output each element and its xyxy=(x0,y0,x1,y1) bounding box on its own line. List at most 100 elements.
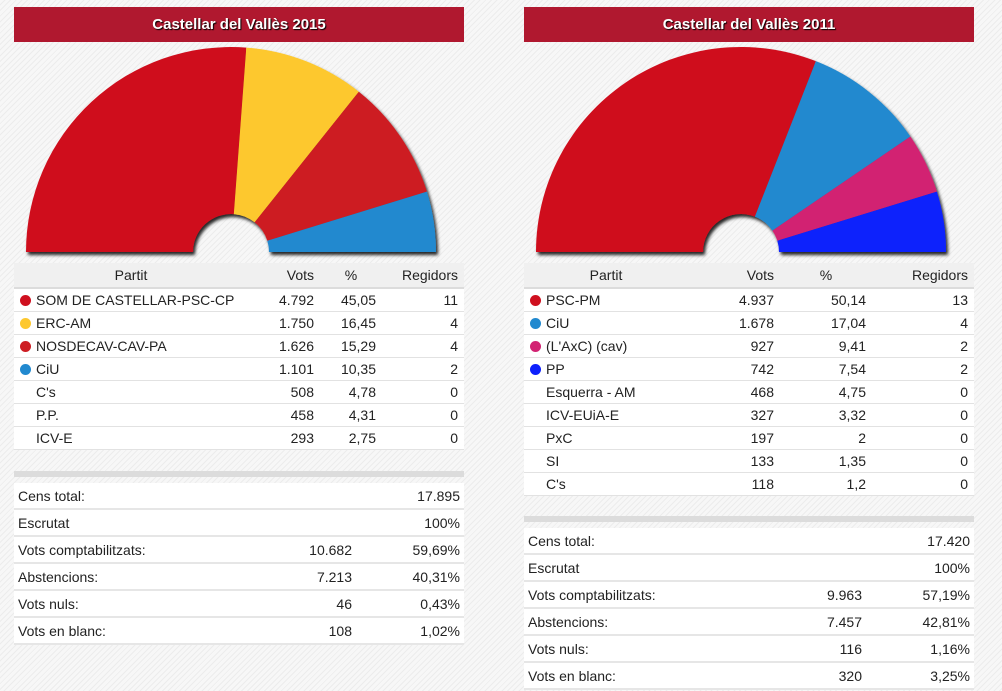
party-name: PP xyxy=(546,361,565,377)
panel-title: Castellar del Vallès 2011 xyxy=(524,7,974,42)
party-name-cell: SOM DE CASTELLAR-PSC-CP xyxy=(14,288,248,312)
summary-pct: 17.895 xyxy=(356,483,464,510)
party-votes: 133 xyxy=(688,449,780,473)
party-pct: 10,35 xyxy=(320,357,382,381)
panel-2015: Castellar del Vallès 2015 Partit Vots % … xyxy=(14,7,464,645)
summary-pct: 57,19% xyxy=(866,581,974,609)
party-pct: 4,75 xyxy=(780,380,872,404)
party-name: (L'AxC) (cav) xyxy=(546,338,628,354)
hemicycle-slices xyxy=(536,47,946,253)
party-row: C's 118 1,2 0 xyxy=(524,472,974,496)
seats-hemicycle xyxy=(26,47,436,253)
party-seats: 0 xyxy=(872,426,974,450)
summary-label: Escrutat xyxy=(524,554,748,582)
panel-2011: Castellar del Vallès 2011 Partit Vots % … xyxy=(524,7,974,690)
party-seats: 2 xyxy=(382,357,464,381)
summary-row: Abstencions: 7.213 40,31% xyxy=(14,563,464,591)
party-votes: 4.937 xyxy=(688,288,780,312)
party-row: CiU 1.678 17,04 4 xyxy=(524,311,974,335)
col-header-seats: Regidors xyxy=(872,263,974,289)
party-row: PxC 197 2 0 xyxy=(524,426,974,450)
summary-value xyxy=(748,528,866,555)
summary-pct: 42,81% xyxy=(866,608,974,636)
party-seats: 0 xyxy=(872,380,974,404)
party-seats: 4 xyxy=(872,311,974,335)
summary-label: Abstencions: xyxy=(14,563,258,591)
summary-value: 7.213 xyxy=(258,563,356,591)
party-seats: 2 xyxy=(872,357,974,381)
party-pct: 1,35 xyxy=(780,449,872,473)
party-row: ICV-E 293 2,75 0 xyxy=(14,426,464,450)
summary-row: Escrutat 100% xyxy=(14,509,464,537)
party-votes: 927 xyxy=(688,334,780,358)
results-table: Partit Vots % Regidors SOM DE CASTELLAR-… xyxy=(14,263,464,450)
summary-row: Vots en blanc: 320 3,25% xyxy=(524,662,974,690)
summary-row: Vots nuls: 116 1,16% xyxy=(524,635,974,663)
party-pct: 4,78 xyxy=(320,380,382,404)
party-name-cell: Esquerra - AM xyxy=(524,380,688,404)
party-name: C's xyxy=(546,476,566,492)
results-table: Partit Vots % Regidors PSC-PM 4.937 50,14 1… xyxy=(524,263,974,496)
panel-title: Castellar del Vallès 2015 xyxy=(14,7,464,42)
summary-row: Vots comptabilitzats: 9.963 57,19% xyxy=(524,581,974,609)
party-pct: 50,14 xyxy=(780,288,872,312)
summary-label: Vots en blanc: xyxy=(14,617,258,645)
party-name-cell: C's xyxy=(14,380,248,404)
summary-row: Vots en blanc: 108 1,02% xyxy=(14,617,464,645)
separator xyxy=(524,516,974,522)
party-pct: 45,05 xyxy=(320,288,382,312)
party-row: NOSDECAV-CAV-PA 1.626 15,29 4 xyxy=(14,334,464,358)
summary-value xyxy=(258,509,356,537)
party-name-cell: ERC-AM xyxy=(14,311,248,335)
col-header-pct: % xyxy=(780,263,872,289)
party-pct: 1,2 xyxy=(780,472,872,496)
summary-pct: 40,31% xyxy=(356,563,464,591)
party-name-cell: C's xyxy=(524,472,688,496)
party-name: ICV-E xyxy=(36,430,73,446)
party-pct: 7,54 xyxy=(780,357,872,381)
party-color-dot xyxy=(20,318,31,329)
summary-pct: 3,25% xyxy=(866,662,974,690)
party-name: Esquerra - AM xyxy=(546,384,636,400)
summary-row: Escrutat 100% xyxy=(524,554,974,582)
party-votes: 742 xyxy=(688,357,780,381)
summary-label: Escrutat xyxy=(14,509,258,537)
party-seats: 0 xyxy=(382,380,464,404)
party-color-dot xyxy=(20,341,31,352)
party-pct: 9,41 xyxy=(780,334,872,358)
party-row: SOM DE CASTELLAR-PSC-CP 4.792 45,05 11 xyxy=(14,288,464,312)
seat-slice xyxy=(233,47,359,223)
party-row: (L'AxC) (cav) 927 9,41 2 xyxy=(524,334,974,358)
summary-table: Cens total: 17.420 Escrutat 100% Vots compta… xyxy=(524,528,974,690)
party-votes: 4.792 xyxy=(248,288,320,312)
summary-value xyxy=(258,483,356,510)
summary-value xyxy=(748,554,866,582)
party-name-cell: ICV-EUiA-E xyxy=(524,403,688,427)
seat-slice xyxy=(536,47,816,253)
party-votes: 118 xyxy=(688,472,780,496)
party-pct: 2,75 xyxy=(320,426,382,450)
seat-slice xyxy=(26,47,247,253)
party-color-dot xyxy=(530,318,541,329)
party-pct: 4,31 xyxy=(320,403,382,427)
party-votes: 327 xyxy=(688,403,780,427)
summary-pct: 59,69% xyxy=(356,536,464,564)
table-header-row: Partit Vots % Regidors xyxy=(524,263,974,289)
summary-value: 7.457 xyxy=(748,608,866,636)
summary-value: 10.682 xyxy=(258,536,356,564)
summary-value: 116 xyxy=(748,635,866,663)
hemicycle-slices xyxy=(26,47,436,253)
party-seats: 0 xyxy=(872,449,974,473)
summary-label: Abstencions: xyxy=(524,608,748,636)
party-seats: 4 xyxy=(382,311,464,335)
party-row: PSC-PM 4.937 50,14 13 xyxy=(524,288,974,312)
col-header-seats: Regidors xyxy=(382,263,464,289)
party-seats: 0 xyxy=(382,403,464,427)
seats-hemicycle xyxy=(536,47,946,253)
seat-slice xyxy=(772,136,937,241)
seat-slice xyxy=(267,191,436,252)
party-color-dot xyxy=(20,295,31,306)
party-votes: 1.678 xyxy=(688,311,780,335)
seat-slice xyxy=(754,61,911,231)
summary-table: Cens total: 17.895 Escrutat 100% Vots compta… xyxy=(14,483,464,645)
